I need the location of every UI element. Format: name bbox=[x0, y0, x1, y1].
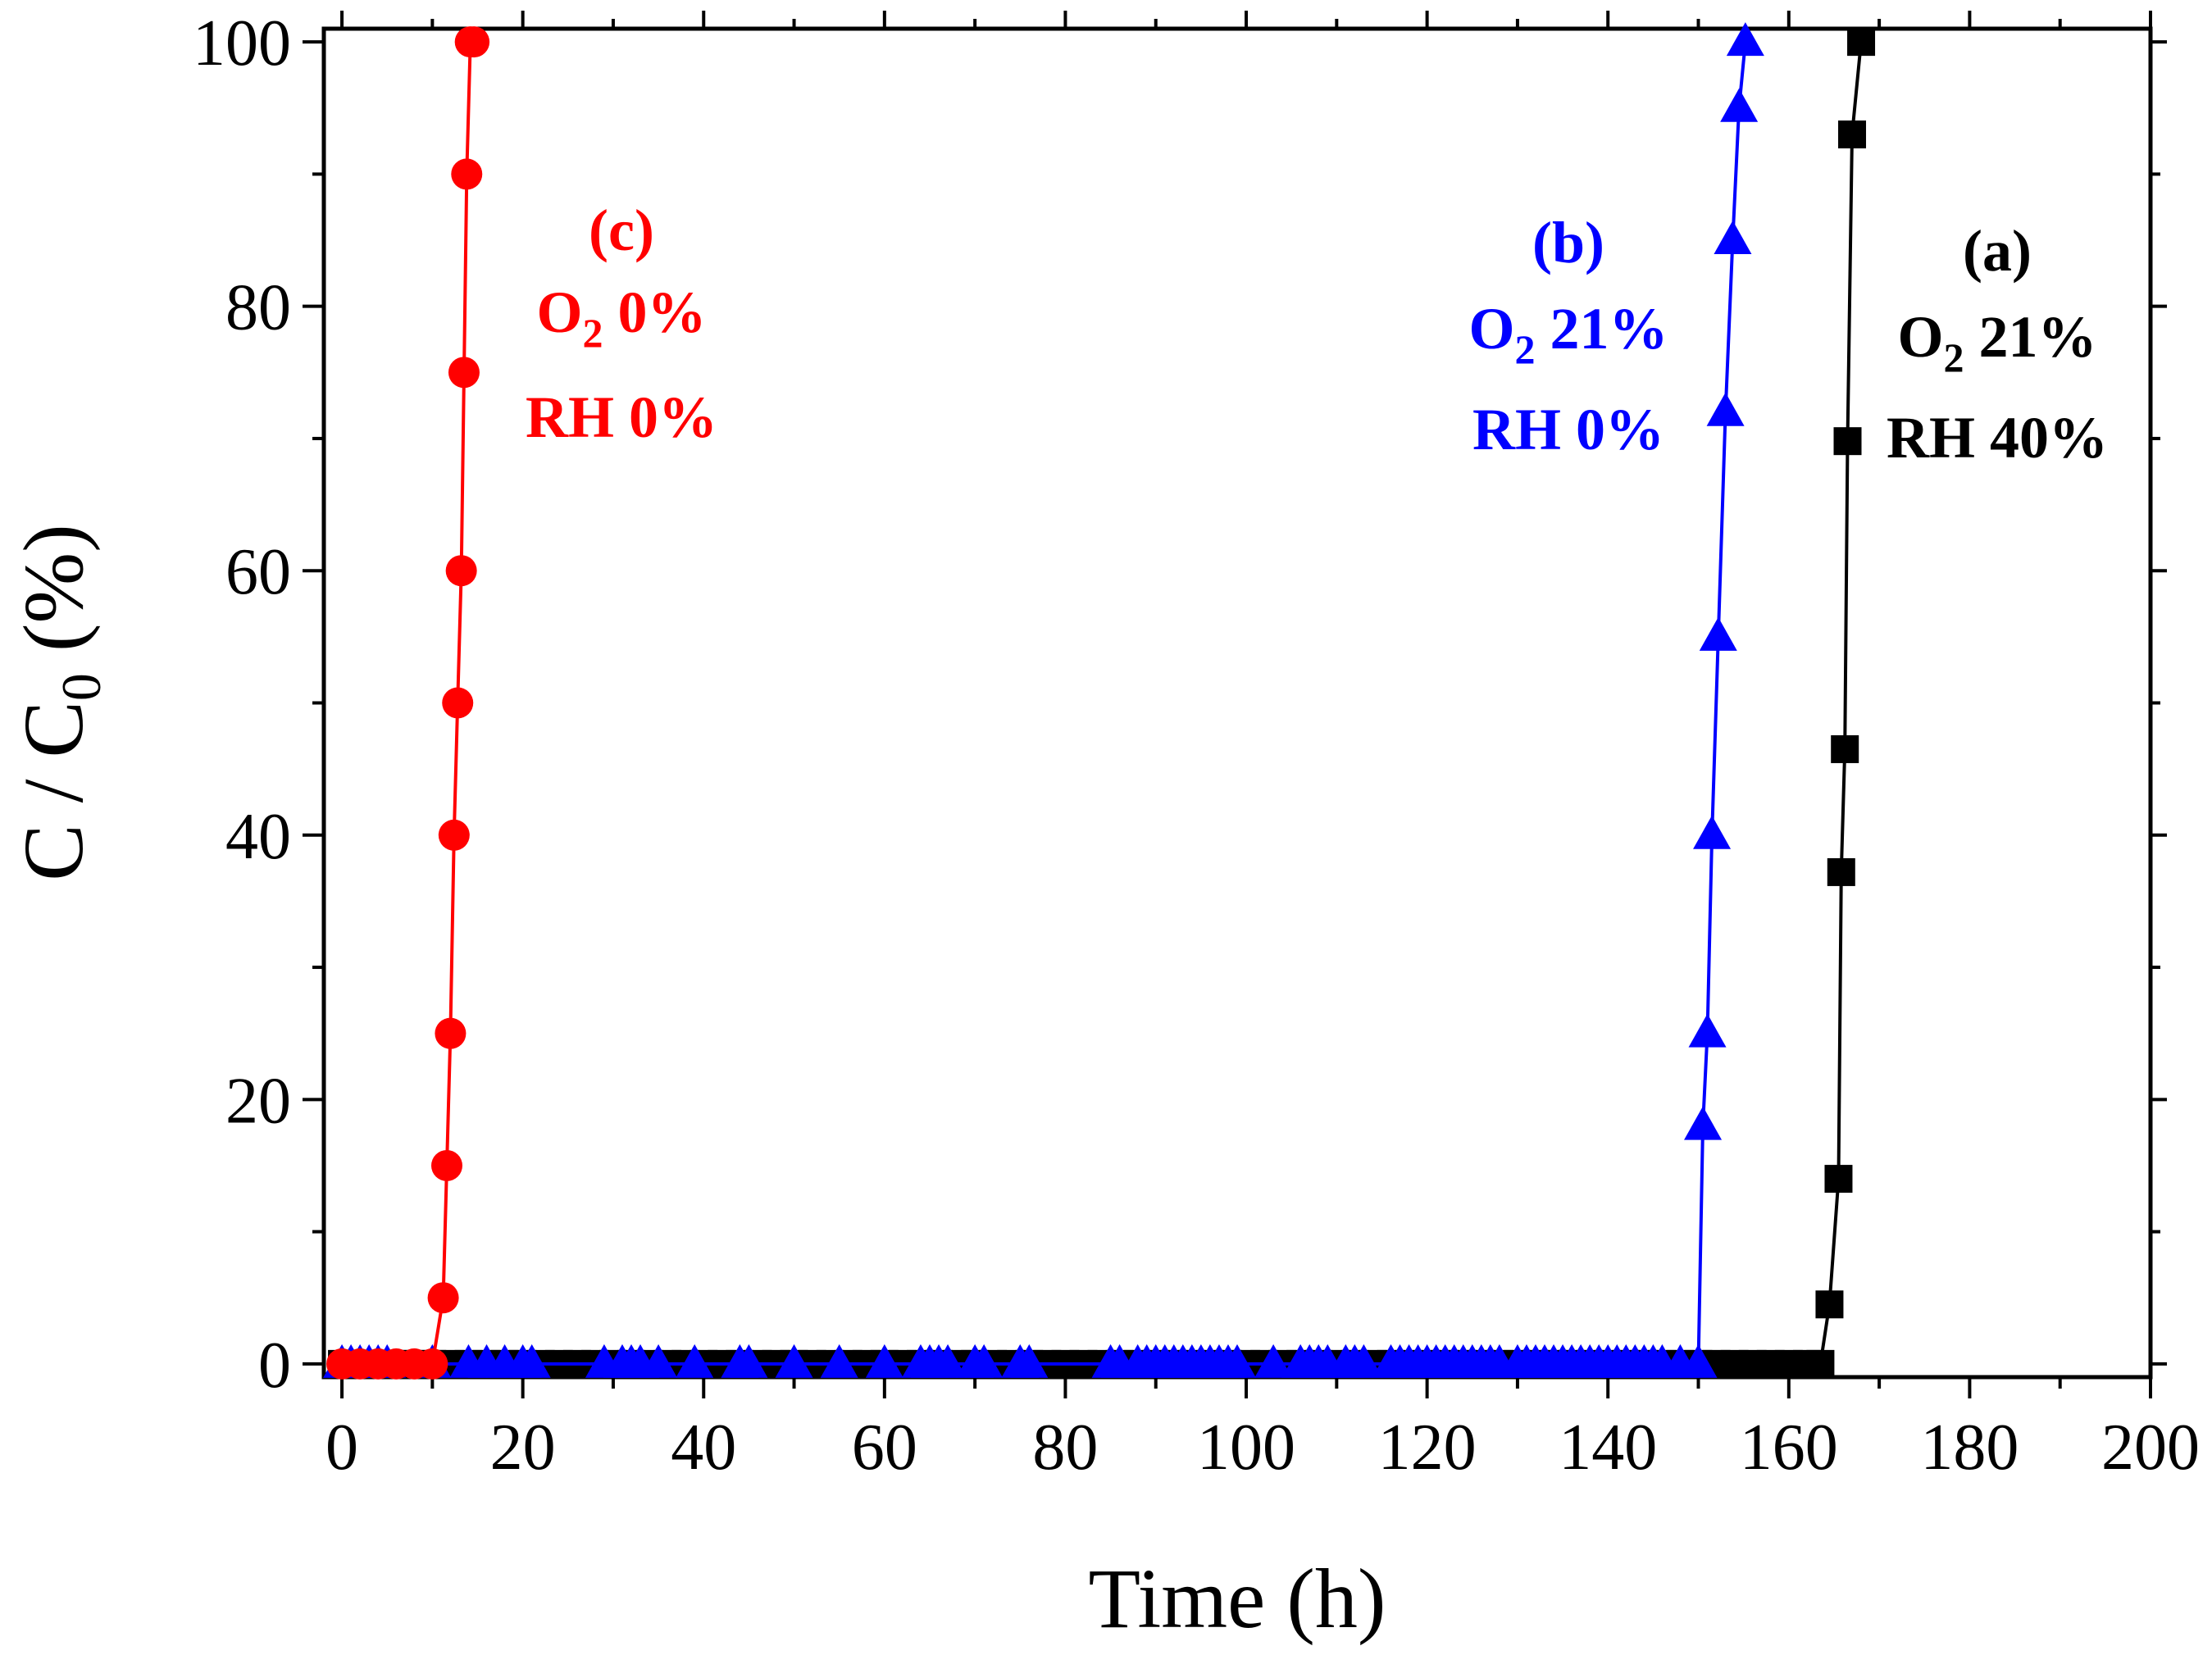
tick-labels: 0 20 40 60 80 100 120 140 160 180 200 0 20 40 60 80 100 bbox=[193, 7, 2200, 1484]
annotation-layer: (c) O2 0% RH 0% (b) O2 21% RH 0% (a) O2 21% RH 4… bbox=[526, 198, 2108, 471]
data-point-circle bbox=[442, 687, 474, 719]
y-tick-label: 80 bbox=[225, 272, 291, 344]
annotation-o2: O2 0% bbox=[536, 280, 706, 356]
data-point-triangle bbox=[1699, 616, 1737, 651]
x-tick-label: 200 bbox=[2101, 1412, 2200, 1484]
x-axis-title: Time (h) bbox=[1088, 1552, 1386, 1646]
data-point-triangle bbox=[820, 1344, 858, 1378]
data-point-circle bbox=[435, 1017, 467, 1049]
data-point-circle bbox=[427, 1282, 459, 1314]
annotation-rh: RH 0% bbox=[1472, 397, 1664, 462]
x-tick-label: 180 bbox=[1920, 1412, 2019, 1484]
y-axis-title-main: C / C bbox=[7, 701, 101, 881]
data-point-triangle bbox=[1679, 1344, 1718, 1378]
annotation-a: (a) O2 21% RH 40% bbox=[1887, 218, 2108, 471]
x-tick-label: 160 bbox=[1740, 1412, 1838, 1484]
data-point-circle bbox=[431, 1149, 463, 1181]
data-point-circle bbox=[451, 158, 483, 190]
x-tick-label: 100 bbox=[1197, 1412, 1295, 1484]
y-tick-label: 20 bbox=[225, 1065, 291, 1137]
y-tick-label: 100 bbox=[193, 7, 291, 80]
data-point-triangle bbox=[1010, 1344, 1049, 1378]
data-point-circle bbox=[448, 357, 480, 389]
annotation-rh: RH 40% bbox=[1887, 405, 2108, 471]
data-point-triangle bbox=[1345, 1344, 1383, 1378]
data-point-square bbox=[1815, 1290, 1844, 1319]
data-point-square bbox=[1806, 1349, 1835, 1378]
data-point-square bbox=[1838, 120, 1867, 149]
series-layer bbox=[323, 22, 1876, 1380]
annotation-label: (b) bbox=[1532, 210, 1604, 275]
y-tick-label: 0 bbox=[258, 1330, 291, 1402]
x-tick-label: 80 bbox=[1032, 1412, 1098, 1484]
data-point-triangle bbox=[775, 1344, 813, 1378]
annotation-label: (a) bbox=[1963, 218, 2032, 284]
data-point-triangle bbox=[1720, 88, 1759, 122]
data-point-square bbox=[1827, 857, 1855, 886]
annotation-label: (c) bbox=[589, 198, 654, 263]
annotation-o2: O2 21% bbox=[1897, 304, 2096, 380]
data-point-triangle bbox=[676, 1344, 714, 1378]
data-point-triangle bbox=[512, 1344, 551, 1378]
series-b bbox=[323, 22, 1764, 1378]
data-point-triangle bbox=[1688, 1013, 1727, 1048]
annotation-b: (b) O2 21% RH 0% bbox=[1468, 210, 1668, 462]
data-point-triangle bbox=[1693, 815, 1732, 849]
x-tick-label: 120 bbox=[1378, 1412, 1477, 1484]
x-tick-label: 140 bbox=[1559, 1412, 1657, 1484]
x-tick-label: 20 bbox=[490, 1412, 556, 1484]
x-tick-label: 60 bbox=[852, 1412, 917, 1484]
data-point-square bbox=[1831, 734, 1859, 763]
annotation-c: (c) O2 0% RH 0% bbox=[526, 198, 717, 450]
data-point-triangle bbox=[1218, 1344, 1256, 1378]
data-point-triangle bbox=[1684, 1106, 1723, 1140]
data-point-circle bbox=[458, 26, 490, 58]
data-point-triangle bbox=[929, 1344, 967, 1378]
data-point-circle bbox=[416, 1348, 448, 1380]
y-axis-title-sub: 0 bbox=[50, 673, 112, 701]
annotation-o2: O2 21% bbox=[1468, 296, 1668, 372]
y-tick-label: 60 bbox=[225, 536, 291, 608]
data-point-triangle bbox=[1714, 221, 1752, 255]
data-point-triangle bbox=[1254, 1344, 1293, 1378]
y-axis-title: C / C0 (%) bbox=[7, 524, 112, 881]
data-point-circle bbox=[445, 555, 477, 587]
data-point-triangle bbox=[1726, 22, 1764, 57]
data-point-triangle bbox=[965, 1344, 1004, 1378]
data-point-triangle bbox=[1706, 392, 1745, 426]
y-tick-label: 40 bbox=[225, 801, 291, 873]
data-point-square bbox=[1847, 28, 1876, 57]
axis-ticks bbox=[303, 11, 2167, 1398]
series-c bbox=[326, 26, 490, 1380]
series-line bbox=[342, 41, 1863, 1366]
data-point-triangle bbox=[730, 1344, 768, 1378]
annotation-rh: RH 0% bbox=[526, 384, 717, 450]
data-point-square bbox=[1833, 427, 1862, 456]
x-tick-label: 0 bbox=[325, 1412, 358, 1484]
series-a bbox=[328, 28, 1876, 1378]
data-point-circle bbox=[438, 819, 470, 851]
x-tick-label: 40 bbox=[671, 1412, 736, 1484]
data-point-square bbox=[1824, 1165, 1853, 1194]
data-point-triangle bbox=[639, 1344, 678, 1378]
y-axis-title-tail: (%) bbox=[7, 524, 101, 673]
data-point-triangle bbox=[865, 1344, 903, 1378]
